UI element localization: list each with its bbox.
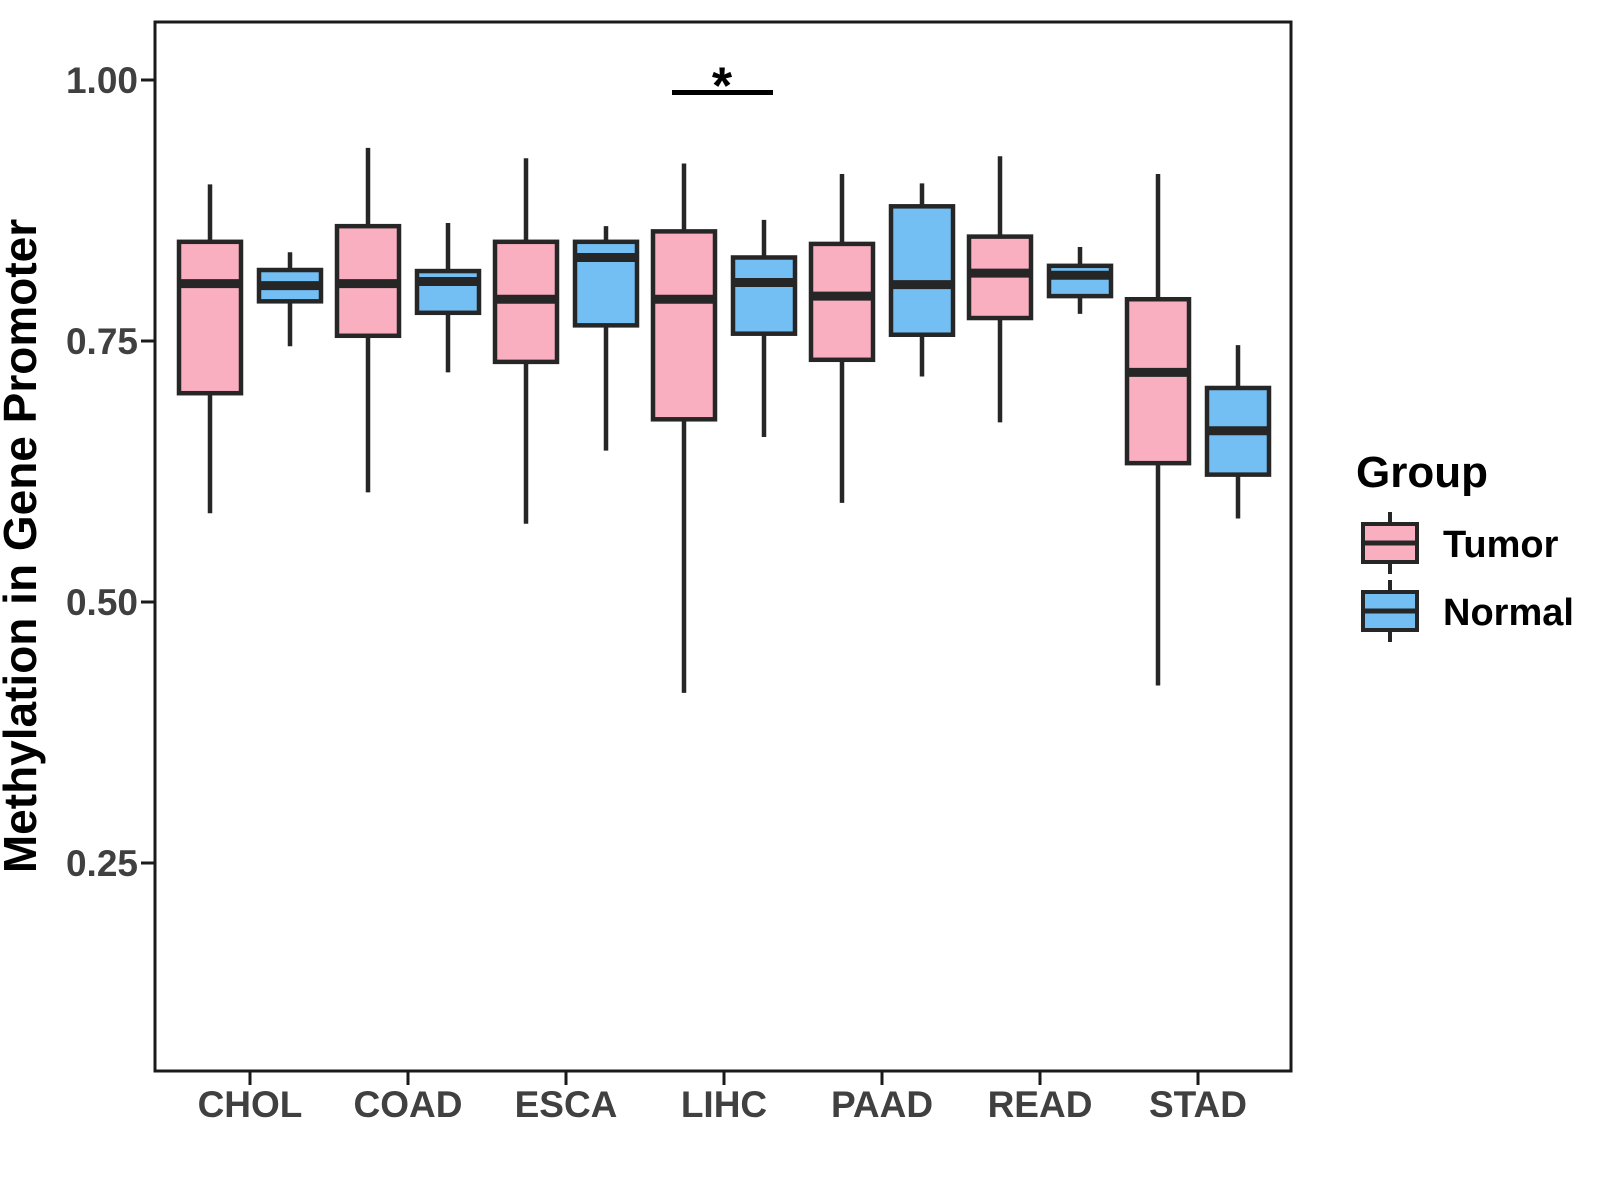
y-axis-title: Methylation in Gene Promoter [0, 219, 46, 873]
x-tick-label-chol: CHOL [198, 1084, 303, 1125]
y-tick-label: 1.00 [66, 60, 138, 101]
legend-label-normal: Normal [1443, 592, 1574, 634]
legend-title: Group [1356, 448, 1488, 497]
legend-label-tumor: Tumor [1443, 524, 1559, 566]
box-lihc-tumor-iqr [650, 229, 718, 422]
x-tick-label-coad: COAD [354, 1084, 463, 1125]
plot-panel-border [153, 20, 1293, 1073]
box-read-normal-iqr [1046, 263, 1114, 299]
x-tick-label-stad: STAD [1149, 1084, 1247, 1125]
y-tick-label: 0.75 [66, 321, 138, 362]
box-stad-tumor-iqr [1124, 296, 1192, 466]
box-chol-tumor-iqr [176, 239, 244, 396]
box-paad-tumor-iqr [808, 241, 876, 363]
y-tick-label: 0.25 [66, 843, 138, 884]
y-tick-label: 0.50 [66, 582, 138, 623]
x-tick-label-esca: ESCA [515, 1084, 618, 1125]
box-lihc-normal-iqr [730, 255, 798, 336]
x-tick-label-read: READ [988, 1084, 1093, 1125]
x-tick-label-lihc: LIHC [681, 1084, 767, 1125]
x-tick-label-paad: PAAD [831, 1084, 933, 1125]
box-paad-normal-iqr [888, 204, 956, 337]
significance-star-lihc: * [712, 58, 733, 116]
